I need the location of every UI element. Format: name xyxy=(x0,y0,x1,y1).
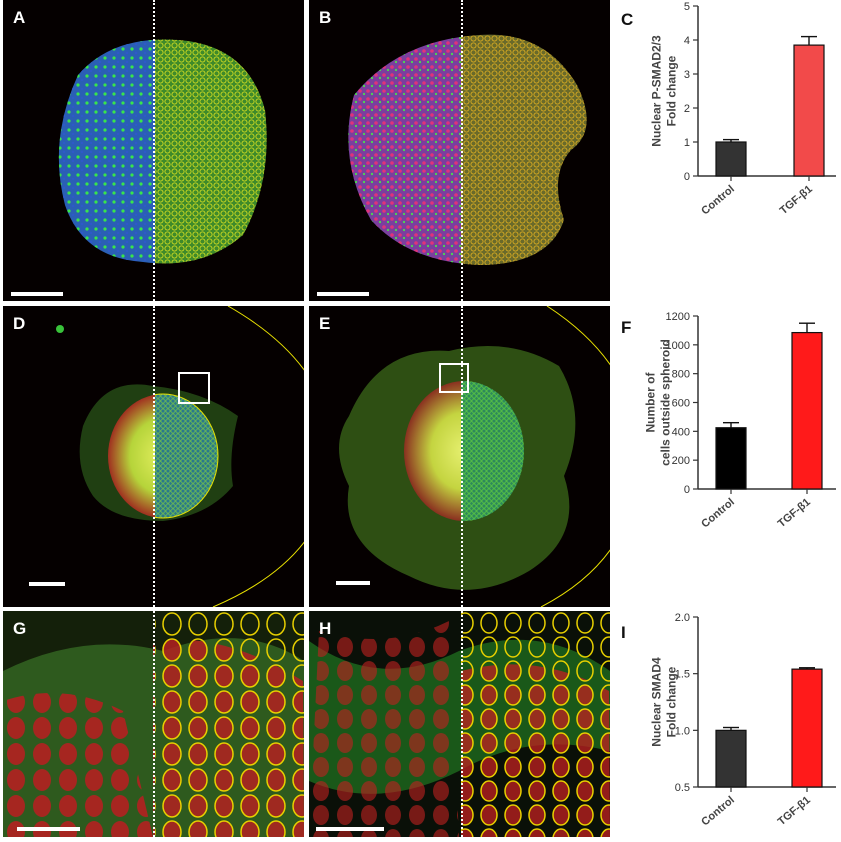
y-axis-label-line: Nuclear SMAD4 xyxy=(650,657,664,747)
zoom-box xyxy=(178,372,210,404)
y-tick-label: 0.5 xyxy=(675,782,690,794)
scale-bar xyxy=(29,582,65,586)
image-panel-g: G xyxy=(3,611,304,837)
scale-bar xyxy=(316,827,384,831)
image-panel-a: A xyxy=(3,0,304,301)
y-axis-label: Nuclear P-SMAD2/3 Fold change xyxy=(650,35,679,147)
spheroid-image-a xyxy=(58,39,267,264)
y-tick-label: 600 xyxy=(672,398,690,410)
chart-label-f: F xyxy=(621,318,632,337)
bar-control xyxy=(715,729,747,788)
zoom-image-h xyxy=(309,611,610,837)
image-panel-h: H xyxy=(309,611,610,837)
scale-bar xyxy=(317,292,369,296)
analysis-divider xyxy=(461,611,463,837)
y-tick-label: 5 xyxy=(684,1,690,13)
y-axis-label: Number of cells outside spheroid xyxy=(644,339,673,466)
y-tick-label: 3 xyxy=(684,69,690,81)
y-axis-label-line: cells outside spheroid xyxy=(659,339,673,466)
scale-bar xyxy=(11,292,63,296)
x-tick-label: Control xyxy=(699,794,737,828)
analysis-divider xyxy=(153,0,155,301)
chart-label-i: I xyxy=(621,623,626,642)
chart-svg-f: 0 200 400 600 800 1000 1200 Number of cells outs… xyxy=(644,311,840,530)
panel-label-d: D xyxy=(13,314,26,333)
scale-bar xyxy=(336,581,370,585)
x-tick-label: TGF-β1 xyxy=(778,183,815,217)
zoom-box xyxy=(439,363,469,393)
y-axis-label: Nuclear SMAD4 Fold change xyxy=(650,657,679,747)
y-tick-label: 1 xyxy=(684,137,690,149)
panel-label-g: G xyxy=(13,619,27,638)
y-tick-label: 0 xyxy=(684,484,690,496)
y-tick-label: 0 xyxy=(684,171,690,183)
x-tick-label: TGF-β1 xyxy=(776,496,813,530)
y-axis-label-line: Fold change xyxy=(665,666,679,737)
bar-tgf-beta1 xyxy=(793,44,825,177)
chart-label-c: C xyxy=(621,10,634,29)
analysis-divider xyxy=(461,306,463,607)
bar-tgf-beta1 xyxy=(791,331,823,490)
panel-label-h: H xyxy=(319,619,332,638)
bar-chart-i: 0.5 1.0 1.5 2.0 Nuclear SMAD4 Fold change Cont… xyxy=(636,611,840,837)
analysis-divider xyxy=(153,306,155,607)
panel-label-a: A xyxy=(13,8,26,27)
y-tick-label: 800 xyxy=(672,369,690,381)
scale-bar xyxy=(17,827,80,831)
bar-control xyxy=(715,141,747,177)
bar-control xyxy=(715,427,747,490)
y-tick-label: 200 xyxy=(672,455,690,467)
y-tick-label: 4 xyxy=(684,35,690,47)
image-panel-e: E xyxy=(309,306,610,607)
y-tick-label: 1000 xyxy=(666,340,690,352)
y-tick-label: 2 xyxy=(684,103,690,115)
x-tick-label: TGF-β1 xyxy=(776,794,813,828)
y-axis-label-line: Number of xyxy=(644,371,658,432)
y-tick-label: 400 xyxy=(672,426,690,438)
bar-tgf-beta1 xyxy=(791,668,823,788)
analysis-divider xyxy=(153,611,155,837)
y-tick-label: 1.5 xyxy=(675,669,690,681)
y-axis-label-line: Fold change xyxy=(665,55,679,126)
image-panel-d: D xyxy=(3,306,304,607)
x-tick-label: Control xyxy=(699,496,737,530)
panel-label-e: E xyxy=(319,314,331,333)
bar-chart-c: 0 1 2 3 4 5 Nuclear P-SMAD2/3 Fold change Contro… xyxy=(636,0,841,240)
y-axis-label-line: Nuclear P-SMAD2/3 xyxy=(650,35,664,147)
chart-svg-c: 0 1 2 3 4 5 Nuclear P-SMAD2/3 Fold change Contro… xyxy=(650,1,841,217)
y-tick-label: 1.0 xyxy=(675,725,690,737)
panel-label-b: B xyxy=(319,8,332,27)
spheroid-image-e xyxy=(339,306,610,607)
y-tick-label: 2.0 xyxy=(675,612,690,624)
spheroid-image-d xyxy=(56,306,304,607)
y-tick-label: 1200 xyxy=(666,311,690,323)
spheroid-image-b xyxy=(348,34,587,265)
chart-svg-i: 0.5 1.0 1.5 2.0 Nuclear SMAD4 Fold change Cont… xyxy=(650,612,840,828)
x-tick-label: Control xyxy=(699,183,737,217)
analysis-divider xyxy=(461,0,463,301)
bar-chart-f: 0 200 400 600 800 1000 1200 Number of cells outs… xyxy=(636,306,840,550)
image-panel-b: B xyxy=(309,0,610,301)
